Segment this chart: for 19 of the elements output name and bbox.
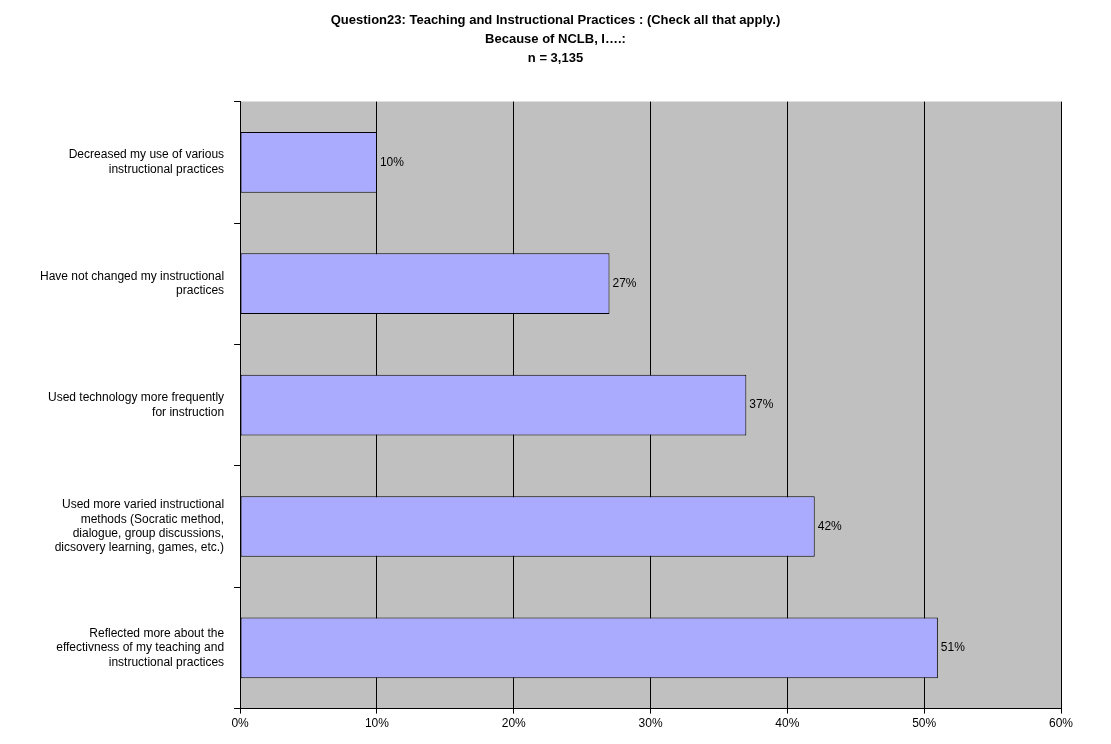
y-tick-label: Reflected more about the effectivness of my teaching and instructional practices [56,625,225,669]
data-label: 10% [379,154,405,169]
x-tick-label: 40% [775,716,800,731]
x-tick-label: 0% [231,716,250,731]
y-tick-label: Used more varied instructional methods (Socratic method, dialogue, group discussions, dicsovery learning, games, etc.) [54,497,225,555]
x-tick-label: 20% [501,716,527,731]
x-tick-label: 10% [364,716,390,731]
data-label: 37% [749,397,774,412]
chart-subtitle: Because of NCLB, I….: n = 3,135 [484,30,627,67]
data-label: 42% [817,518,843,533]
y-tick-label: Decreased my use of various instructional practices [68,147,225,176]
y-tick-label: Used technology more frequently for instruction [47,390,225,419]
chart-title: Question23: Teaching and Instructional Practices : (Check all that apply.) [329,11,782,29]
y-tick-label: Have not changed my instructional practices [39,268,225,298]
data-label: 51% [940,640,966,655]
data-label: 27% [612,276,637,291]
x-tick-label: 30% [638,716,663,731]
x-tick-label: 50% [912,716,937,731]
x-tick-label: 60% [1048,716,1074,731]
